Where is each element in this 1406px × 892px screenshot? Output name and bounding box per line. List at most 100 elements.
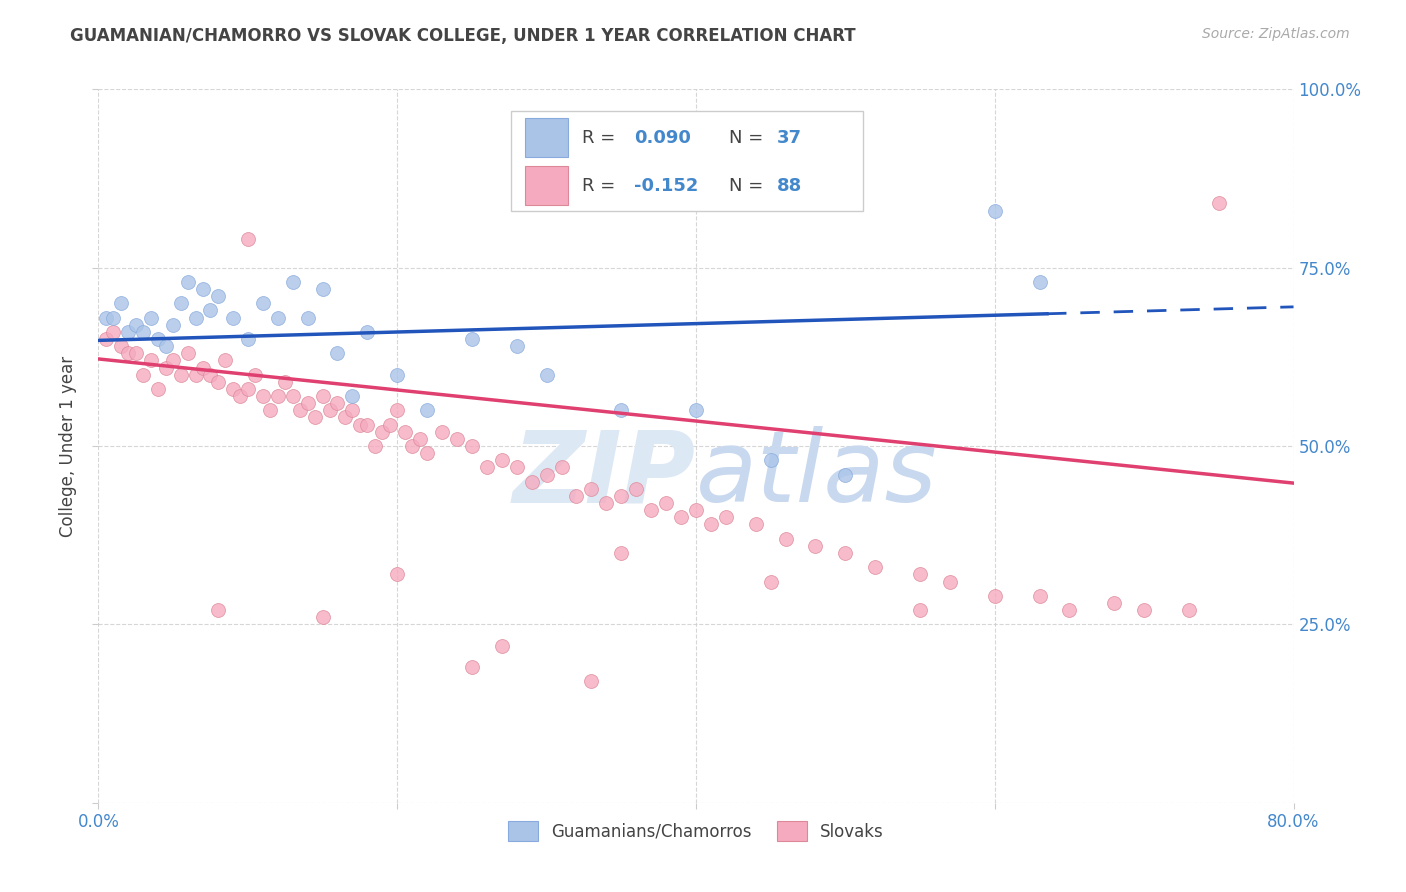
Point (132, 368, 155, 382)
Point (162, 353, 184, 368)
Point (155, 339, 177, 353)
Text: ZIP: ZIP (513, 426, 696, 523)
Point (610, 489, 633, 503)
Point (356, 417, 378, 432)
Point (364, 439, 387, 453)
Point (252, 389, 274, 403)
Point (356, 325, 378, 339)
Text: Source: ZipAtlas.com: Source: ZipAtlas.com (1202, 27, 1350, 41)
Point (229, 389, 252, 403)
Point (640, 503, 662, 517)
Point (319, 403, 342, 417)
Point (685, 503, 707, 517)
Point (297, 396, 319, 410)
Point (236, 382, 259, 396)
Text: N =: N = (730, 128, 769, 146)
Text: N =: N = (730, 177, 769, 194)
Point (610, 546, 633, 560)
Point (297, 310, 319, 325)
Y-axis label: College, Under 1 year: College, Under 1 year (59, 355, 77, 537)
Point (491, 453, 513, 467)
Text: 37: 37 (778, 128, 803, 146)
Point (371, 425, 394, 439)
Point (610, 403, 633, 417)
Point (125, 346, 148, 360)
Point (342, 403, 364, 417)
Point (536, 467, 558, 482)
Point (162, 318, 184, 332)
Point (626, 482, 648, 496)
Point (169, 368, 191, 382)
Point (148, 332, 170, 346)
Point (169, 296, 191, 310)
Point (775, 532, 797, 546)
Point (94, 332, 117, 346)
Point (311, 389, 333, 403)
Point (1208, 196, 1230, 211)
Point (506, 460, 529, 475)
Point (236, 232, 259, 246)
Point (252, 296, 274, 310)
Point (267, 310, 290, 325)
FancyBboxPatch shape (510, 111, 863, 211)
Point (191, 360, 214, 375)
Point (94, 310, 117, 325)
Point (326, 396, 349, 410)
Point (685, 403, 707, 417)
Point (745, 517, 768, 532)
Point (461, 660, 484, 674)
Point (1059, 603, 1081, 617)
Text: GUAMANIAN/CHAMORRO VS SLOVAK COLLEGE, UNDER 1 YEAR CORRELATION CHART: GUAMANIAN/CHAMORRO VS SLOVAK COLLEGE, UN… (70, 27, 856, 45)
Point (132, 325, 155, 339)
Point (506, 339, 529, 353)
Point (446, 432, 468, 446)
Point (304, 410, 326, 425)
Point (1028, 589, 1050, 603)
Point (430, 425, 453, 439)
Point (214, 353, 236, 368)
Point (834, 467, 856, 482)
Point (865, 560, 887, 574)
Point (385, 567, 409, 582)
Point (759, 574, 782, 589)
Point (908, 567, 931, 582)
Point (550, 460, 572, 475)
Point (117, 346, 139, 360)
Point (245, 368, 267, 382)
Legend: Guamanians/Chamorros, Slovaks: Guamanians/Chamorros, Slovaks (502, 814, 890, 848)
Point (834, 546, 856, 560)
Text: atlas: atlas (696, 426, 938, 523)
Point (1028, 275, 1050, 289)
Point (714, 510, 737, 524)
Point (200, 303, 222, 318)
Point (385, 403, 409, 417)
Point (207, 375, 229, 389)
Point (177, 346, 200, 360)
Point (207, 289, 229, 303)
Point (908, 603, 931, 617)
Point (281, 389, 304, 403)
Point (333, 410, 356, 425)
Text: -0.152: -0.152 (634, 177, 699, 194)
Point (984, 589, 1007, 603)
Point (103, 325, 125, 339)
Point (259, 403, 281, 417)
Point (1133, 603, 1156, 617)
Point (669, 510, 692, 524)
Point (581, 674, 603, 689)
Point (288, 403, 311, 417)
Point (326, 346, 349, 360)
Point (117, 325, 139, 339)
Text: R =: R = (582, 177, 621, 194)
Point (416, 446, 439, 460)
Point (110, 296, 132, 310)
Point (408, 432, 430, 446)
Point (191, 282, 214, 296)
Point (394, 425, 416, 439)
Text: R =: R = (582, 128, 621, 146)
Point (184, 368, 207, 382)
Point (655, 496, 678, 510)
Point (804, 539, 827, 553)
Point (222, 382, 245, 396)
Point (349, 417, 371, 432)
